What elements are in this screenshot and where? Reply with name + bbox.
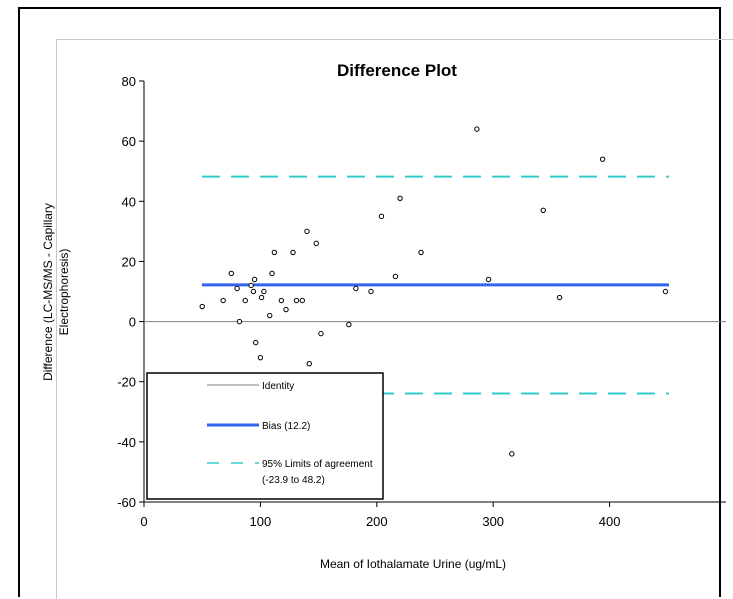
- x-tick-label: 100: [250, 514, 272, 529]
- data-point: [283, 306, 289, 313]
- data-point: [248, 282, 254, 289]
- data-point: [251, 276, 258, 283]
- data-point: [199, 303, 205, 310]
- data-point: [253, 339, 259, 346]
- data-point: [304, 228, 310, 235]
- x-tick-label: 400: [599, 514, 621, 529]
- data-point: [220, 297, 226, 304]
- x-axis-label: Mean of Iothalamate Urine (ug/mL): [320, 557, 506, 571]
- data-point: [353, 285, 359, 292]
- data-point: [346, 321, 352, 328]
- data-point: [318, 330, 324, 337]
- data-point: [234, 285, 240, 292]
- data-point: [474, 126, 480, 132]
- x-tick-label: 0: [140, 514, 147, 529]
- data-point: [271, 249, 278, 256]
- chart-title: Difference Plot: [337, 61, 457, 80]
- data-point: [258, 294, 265, 301]
- y-tick-label: -40: [117, 435, 136, 450]
- legend-label-2: 95% Limits of agreement: [262, 459, 373, 470]
- y-tick-label: 80: [122, 74, 136, 89]
- legend-label-2-line-2: (-23.9 to 48.2): [262, 475, 325, 486]
- y-axis-label-line-1: Difference (LC-MS/MS - Capillary: [41, 203, 55, 381]
- data-point: [261, 288, 267, 295]
- y-tick-label: -60: [117, 495, 136, 510]
- y-axis-label-line-2: Electrophoresis): [57, 249, 71, 336]
- data-point: [242, 297, 248, 304]
- data-point: [299, 297, 306, 304]
- legend-box: [146, 372, 384, 500]
- data-point: [278, 297, 285, 304]
- legend: Identity Bias (12.2) 95% Limits of agreeme…: [146, 372, 384, 500]
- x-tick-label: 300: [482, 514, 504, 529]
- data-point: [392, 273, 399, 280]
- data-point: [313, 240, 319, 247]
- data-point: [556, 294, 563, 301]
- y-tick-label: 60: [122, 134, 136, 149]
- y-tick-label: 40: [122, 194, 136, 209]
- data-point: [267, 312, 273, 319]
- y-axis-label-group: Difference (LC-MS/MS - Capillary Electro…: [41, 203, 71, 381]
- data-point: [418, 249, 424, 256]
- data-point: [250, 288, 257, 295]
- data-point: [228, 270, 235, 277]
- data-point: [485, 276, 492, 283]
- y-tick-label: 20: [122, 254, 136, 269]
- data-point: [269, 270, 275, 277]
- legend-label-1: Bias (12.2): [262, 421, 310, 432]
- data-point: [397, 195, 403, 201]
- data-point: [236, 318, 243, 325]
- data-point: [293, 297, 300, 304]
- data-point: [306, 360, 312, 367]
- chart-area-border: [56, 39, 733, 599]
- data-point: [509, 451, 515, 457]
- data-point: [290, 249, 296, 256]
- y-tick-label: 0: [129, 315, 136, 330]
- data-point: [540, 207, 546, 214]
- data-point: [662, 288, 669, 295]
- data-point: [599, 156, 606, 162]
- legend-label-0: Identity: [262, 381, 294, 392]
- x-tick-label: 200: [366, 514, 388, 529]
- data-point: [257, 354, 264, 361]
- y-tick-label: -20: [117, 375, 136, 390]
- data-point: [378, 213, 385, 220]
- data-point: [368, 288, 374, 295]
